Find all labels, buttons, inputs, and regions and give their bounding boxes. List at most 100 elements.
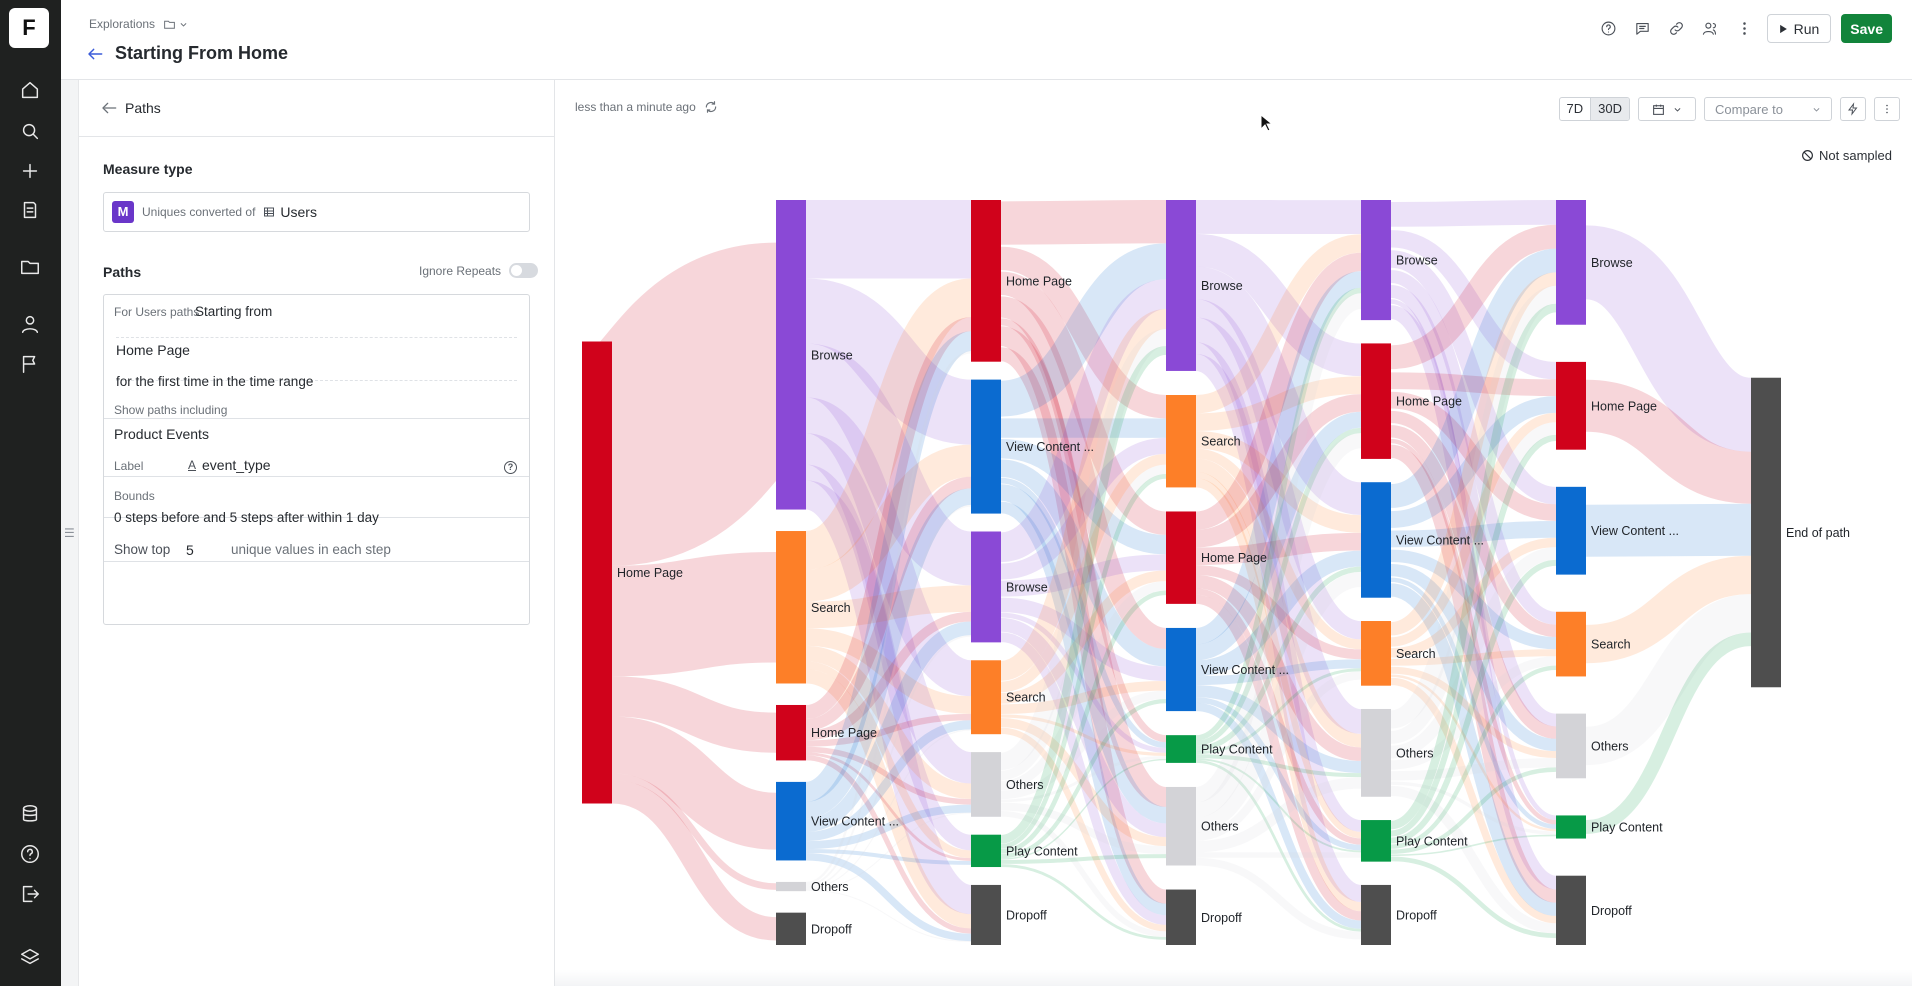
panel-tab[interactable]: Paths <box>79 80 555 137</box>
sankey-link[interactable] <box>1000 570 1167 704</box>
sankey-link[interactable] <box>804 464 973 851</box>
sankey-link[interactable] <box>999 484 1168 824</box>
sankey-link[interactable] <box>1195 471 1362 839</box>
label-property-selector[interactable]: A event_type <box>188 457 271 473</box>
sankey-link[interactable] <box>1000 464 1167 781</box>
measure-entity[interactable]: Users <box>263 204 317 220</box>
sankey-link[interactable] <box>805 635 972 888</box>
paths-back-icon[interactable] <box>87 47 103 61</box>
link-icon[interactable] <box>1665 15 1689 43</box>
sankey-link[interactable] <box>1195 659 1362 686</box>
sankey-link[interactable] <box>999 328 1168 770</box>
sankey-link[interactable] <box>1195 572 1362 833</box>
layers-icon[interactable] <box>19 946 41 968</box>
sankey-node[interactable] <box>971 200 1001 362</box>
measure-type-selector[interactable]: M Uniques converted of Users <box>103 192 530 232</box>
sankey-link[interactable] <box>1000 714 1167 757</box>
sankey-link[interactable] <box>1000 632 1167 925</box>
page-title[interactable]: Starting From Home <box>115 43 289 63</box>
sankey-link[interactable] <box>1390 425 1557 739</box>
sankey-link[interactable] <box>1000 727 1167 932</box>
sankey-link[interactable] <box>805 729 972 889</box>
sankey-link[interactable] <box>999 326 1168 807</box>
sankey-link[interactable] <box>1195 411 1362 661</box>
ignore-repeats-toggle[interactable] <box>509 263 539 278</box>
help-icon[interactable] <box>19 843 41 865</box>
sankey-link[interactable] <box>1389 444 1558 903</box>
sankey-link[interactable] <box>1000 690 1167 800</box>
sankey-link[interactable] <box>805 752 972 861</box>
sankey-link[interactable] <box>1000 618 1167 838</box>
sankey-link[interactable] <box>1000 437 1167 580</box>
sankey-link[interactable] <box>1390 781 1557 835</box>
range-7d-button[interactable]: 7D <box>1560 98 1592 120</box>
logout-icon[interactable] <box>19 883 41 905</box>
sankey-link[interactable] <box>804 331 973 802</box>
sankey-link[interactable] <box>804 488 973 819</box>
sankey-link[interactable] <box>1000 810 1167 937</box>
sankey-link[interactable] <box>1584 594 1753 766</box>
sankey-link[interactable] <box>805 476 972 731</box>
sankey-link[interactable] <box>805 720 972 842</box>
sankey-node[interactable] <box>1361 343 1391 459</box>
sankey-link[interactable] <box>805 849 972 865</box>
sankey-link[interactable] <box>999 243 1168 417</box>
sankey-link[interactable] <box>803 433 974 784</box>
sankey-link[interactable] <box>1390 434 1557 837</box>
plus-icon[interactable] <box>19 160 41 182</box>
sankey-node[interactable] <box>1166 395 1196 488</box>
sankey-link[interactable] <box>1194 299 1363 640</box>
sankey-link[interactable] <box>1195 671 1362 841</box>
sankey-link[interactable] <box>1390 767 1557 854</box>
sankey-node[interactable] <box>1361 200 1391 321</box>
sankey-link[interactable] <box>1000 199 1167 245</box>
breadcrumb-explorations[interactable]: Explorations <box>89 17 156 31</box>
share-users-icon[interactable] <box>1699 15 1723 43</box>
sankey-link[interactable] <box>1390 230 1557 380</box>
sankey-link[interactable] <box>805 611 972 741</box>
sankey-link[interactable] <box>1584 379 1753 504</box>
sankey-link[interactable] <box>1585 503 1752 557</box>
sankey-link[interactable] <box>1390 674 1557 832</box>
sankey-link[interactable] <box>1390 577 1557 829</box>
sankey-link[interactable] <box>1389 248 1558 508</box>
sankey-link[interactable] <box>1390 422 1557 744</box>
sankey-link[interactable] <box>1390 666 1557 759</box>
range-30d-button[interactable]: 30D <box>1591 98 1629 120</box>
sankey-link[interactable] <box>1000 680 1167 715</box>
save-button[interactable]: Save <box>1841 14 1892 43</box>
sankey-node[interactable] <box>1556 875 1586 945</box>
sankey-link[interactable] <box>805 713 972 747</box>
chart-more-icon[interactable] <box>1874 97 1900 121</box>
sankey-link[interactable] <box>1195 702 1362 929</box>
sankey-link[interactable] <box>1390 856 1557 939</box>
sankey-link[interactable] <box>1000 554 1167 597</box>
comment-icon[interactable] <box>1631 15 1655 43</box>
sankey-link[interactable] <box>999 309 1168 681</box>
sankey-link[interactable] <box>1195 532 1362 566</box>
sankey-link[interactable] <box>1000 758 1167 860</box>
sankey-node[interactable] <box>1556 815 1586 839</box>
sankey-link[interactable] <box>1389 285 1558 727</box>
sankey-link[interactable] <box>805 504 972 887</box>
sankey-link[interactable] <box>1389 272 1558 636</box>
sankey-link[interactable] <box>1194 353 1363 902</box>
start-event-selector[interactable]: Home Page <box>116 342 190 358</box>
sankey-link[interactable] <box>805 621 972 832</box>
show-top-input[interactable]: 5 <box>186 542 194 558</box>
sankey-node[interactable] <box>1166 889 1196 945</box>
sankey-node[interactable] <box>1166 735 1196 763</box>
sankey-link[interactable] <box>1000 612 1167 753</box>
sankey-link[interactable] <box>1195 857 1362 940</box>
sankey-link[interactable] <box>805 804 972 850</box>
sankey-node[interactable] <box>1361 621 1391 686</box>
search-icon[interactable] <box>19 120 41 142</box>
sankey-link[interactable] <box>1390 665 1557 849</box>
date-picker-button[interactable] <box>1638 97 1696 121</box>
sankey-node[interactable] <box>971 379 1001 514</box>
sankey-link[interactable] <box>1194 342 1363 832</box>
sankey-node[interactable] <box>776 881 806 892</box>
sankey-node[interactable] <box>971 834 1001 868</box>
sankey-link[interactable] <box>1000 453 1167 693</box>
sankey-node[interactable] <box>582 341 612 804</box>
